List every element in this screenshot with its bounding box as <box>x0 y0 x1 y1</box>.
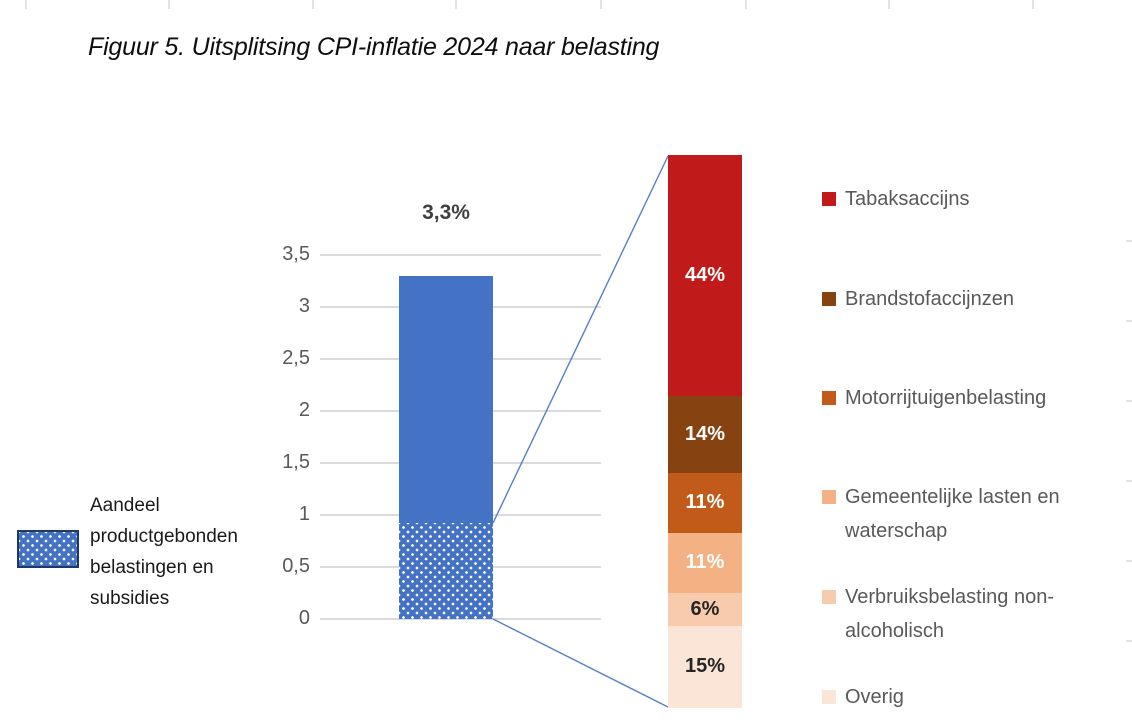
y-tick-label: 2,5 <box>282 347 310 369</box>
legend-left-label: Aandeel productgebonden belastingen en s… <box>90 495 238 609</box>
chart-title: Figuur 5. Uitsplitsing CPI-inflatie 2024… <box>88 33 660 61</box>
top-edge-tick <box>168 0 170 9</box>
breakdown-stacked-bar: 44% 14% 11% 11% 6% 15% <box>668 155 742 708</box>
legend-item-overig: Overig <box>822 680 1121 714</box>
right-edge-tick <box>1126 560 1132 562</box>
top-edge-tick <box>600 0 602 9</box>
legend-item-label: Gemeentelijke lasten en waterschap <box>845 486 1060 542</box>
right-edge-tick <box>1126 480 1132 482</box>
right-edge-tick <box>1126 640 1132 642</box>
legend-item-verbruiksbelasting-non-alcoholisch: Verbruiksbelasting non-alcoholisch <box>822 580 1121 648</box>
top-edge-tick <box>745 0 747 9</box>
legend-item-label: Brandstofaccijnzen <box>845 288 1014 310</box>
stack-segment-verbruiksbelasting-non-alcoholisch: 6% <box>668 592 742 626</box>
stack-segment-motorrijtuigenbelasting: 11% <box>668 472 742 533</box>
top-edge-tick <box>455 0 457 9</box>
legend-item-label: Verbruiksbelasting non-alcoholisch <box>845 586 1055 642</box>
right-edge-tick <box>1126 400 1132 402</box>
legend-item-motorrijtuigenbelasting: Motorrijtuigenbelasting <box>822 381 1121 415</box>
legend-item-label: Motorrijtuigenbelasting <box>845 387 1047 409</box>
y-tick-label: 0 <box>298 607 310 629</box>
top-edge-tick <box>25 0 27 9</box>
gridline-0 <box>320 618 601 620</box>
top-edge-tick <box>888 0 890 9</box>
stack-segment-overig: 15% <box>668 625 742 708</box>
legend-item-gemeentelijke-lasten-en-waterschap: Gemeentelijke lasten en waterschap <box>822 480 1121 548</box>
connector-line-top <box>492 155 669 524</box>
legend-item-label: Overig <box>845 686 904 708</box>
legend-color-square <box>822 391 836 405</box>
y-tick-label: 2 <box>298 399 310 421</box>
legend-item-brandstofaccijnzen: Brandstofaccijnzen <box>822 282 1121 316</box>
stack-segment-gemeentelijke-lasten-en-waterschap: 11% <box>668 532 742 593</box>
legend-color-square <box>822 590 836 604</box>
y-tick-label: 3 <box>298 295 310 317</box>
legend-color-square <box>822 690 836 704</box>
top-edge-tick <box>312 0 314 9</box>
y-tick-label: 3,5 <box>282 243 310 265</box>
y-tick-label: 1 <box>298 503 310 525</box>
top-edge-tick <box>1032 0 1034 9</box>
legend-color-square <box>822 292 836 306</box>
total-data-label: 3,3% <box>422 201 470 224</box>
stack-segment-brandstofaccijnzen: 14% <box>668 395 742 473</box>
main-bar-dotted-segment <box>399 523 493 619</box>
y-tick-label: 0,5 <box>282 555 310 577</box>
legend-swatch-dotted <box>17 530 79 568</box>
right-edge-tick <box>1126 320 1132 322</box>
legend-item-label: Tabaksaccijns <box>845 188 970 210</box>
gridline-3,5 <box>320 254 601 256</box>
main-bar-solid-segment <box>399 276 493 523</box>
legend-item-tabaksaccijns: Tabaksaccijns <box>822 182 1121 216</box>
legend-color-square <box>822 192 836 206</box>
y-tick-label: 1,5 <box>282 451 310 473</box>
stack-segment-tabaksaccijns: 44% <box>668 155 742 396</box>
legend-color-square <box>822 490 836 504</box>
connector-line-bottom <box>492 618 669 708</box>
right-edge-tick <box>1126 240 1132 242</box>
